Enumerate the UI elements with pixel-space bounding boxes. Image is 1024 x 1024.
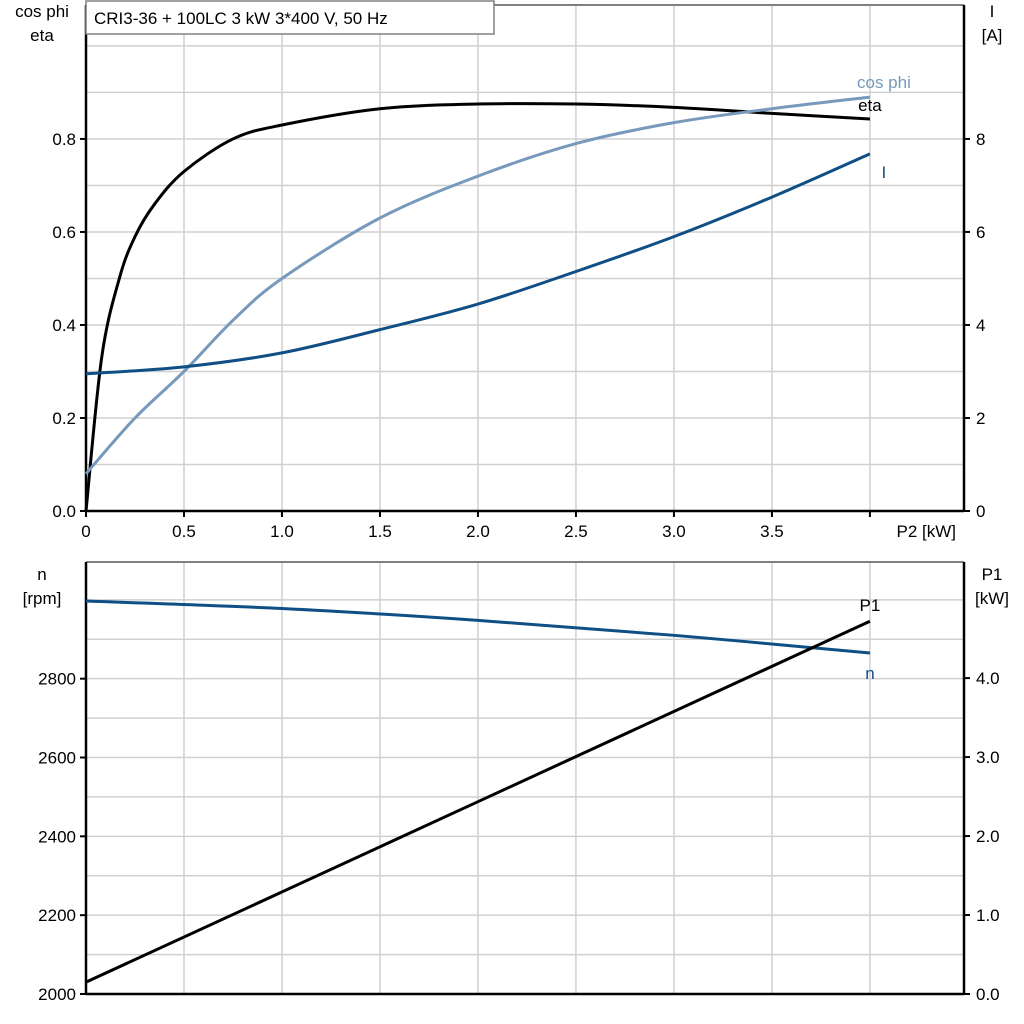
series-label: P1 [860, 596, 881, 615]
series-line-eta [84, 102, 871, 512]
title-box [85, 0, 495, 35]
series-label: n [865, 664, 874, 683]
y-tick-label-right: 0.0 [976, 985, 1000, 1004]
series-label: cos phi [857, 73, 911, 92]
y-tick-label-left: 0.2 [52, 409, 76, 428]
y-tick-label-left: 2800 [38, 670, 76, 689]
y-tick-label-left: 0.0 [52, 502, 76, 521]
y-tick-label-right: 4 [976, 316, 985, 335]
series-line-I [85, 152, 871, 376]
y-axis-label-left: [rpm] [23, 589, 62, 608]
y-tick-label-right: 3.0 [976, 748, 1000, 767]
y-axis-label-left: eta [30, 26, 54, 45]
x-axis-label: P2 [kW] [896, 522, 956, 541]
y-tick-label-right: 2.0 [976, 827, 1000, 846]
y-tick-label-left: 2400 [38, 827, 76, 846]
x-tick-label: 3.5 [760, 522, 784, 541]
series-label: I [882, 163, 887, 182]
y-tick-label-left: 0.4 [52, 316, 76, 335]
y-tick-label-right: 4.0 [976, 669, 1000, 688]
x-tick-label: 0 [81, 522, 90, 541]
y-tick-label-left: 2000 [38, 985, 76, 1004]
chart-title: CRI3-36 + 100LC 3 kW 3*400 V, 50 Hz [94, 9, 388, 28]
series-line-cos-phi [84, 95, 871, 475]
y-axis-label-right: [kW] [975, 589, 1009, 608]
y-axis-label-right: [A] [982, 26, 1003, 45]
series-line-n [85, 599, 871, 655]
y-tick-label-left: 2200 [38, 906, 76, 925]
y-axis-label-left: cos phi [15, 2, 69, 21]
series-label: eta [858, 96, 882, 115]
y-tick-label-right: 2 [976, 409, 985, 428]
y-tick-label-left: 2600 [38, 749, 76, 768]
x-tick-label: 2.0 [466, 522, 490, 541]
y-tick-label-left: 0.8 [52, 130, 76, 149]
x-tick-label: 1.0 [270, 522, 294, 541]
y-tick-label-right: 0 [976, 502, 985, 521]
x-tick-label: 2.5 [564, 522, 588, 541]
y-tick-label-right: 1.0 [976, 906, 1000, 925]
x-tick-label: 0.5 [172, 522, 196, 541]
series-line-P1 [85, 619, 871, 984]
y-axis-label-right: I [990, 2, 995, 21]
y-axis-label-left: n [37, 565, 46, 584]
x-tick-label: 1.5 [368, 522, 392, 541]
y-tick-label-left: 0.6 [52, 223, 76, 242]
y-tick-label-right: 8 [976, 130, 985, 149]
x-tick-label: 3.0 [662, 522, 686, 541]
y-axis-label-right: P1 [982, 565, 1003, 584]
y-tick-label-right: 6 [976, 223, 985, 242]
